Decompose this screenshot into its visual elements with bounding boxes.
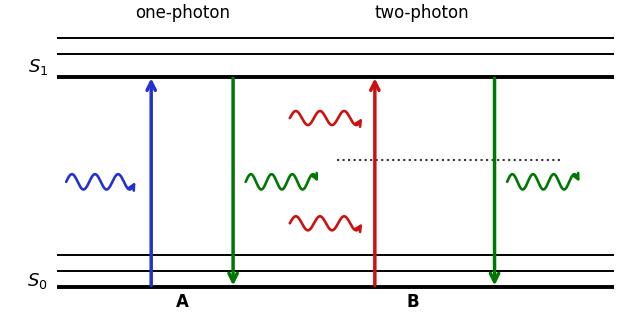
Text: $S_1$: $S_1$ bbox=[28, 57, 48, 77]
Text: B: B bbox=[406, 293, 419, 311]
Text: two-photon: two-photon bbox=[375, 4, 469, 22]
Text: A: A bbox=[176, 293, 189, 311]
Text: one-photon: one-photon bbox=[135, 4, 230, 22]
Text: $S_0$: $S_0$ bbox=[28, 271, 48, 291]
